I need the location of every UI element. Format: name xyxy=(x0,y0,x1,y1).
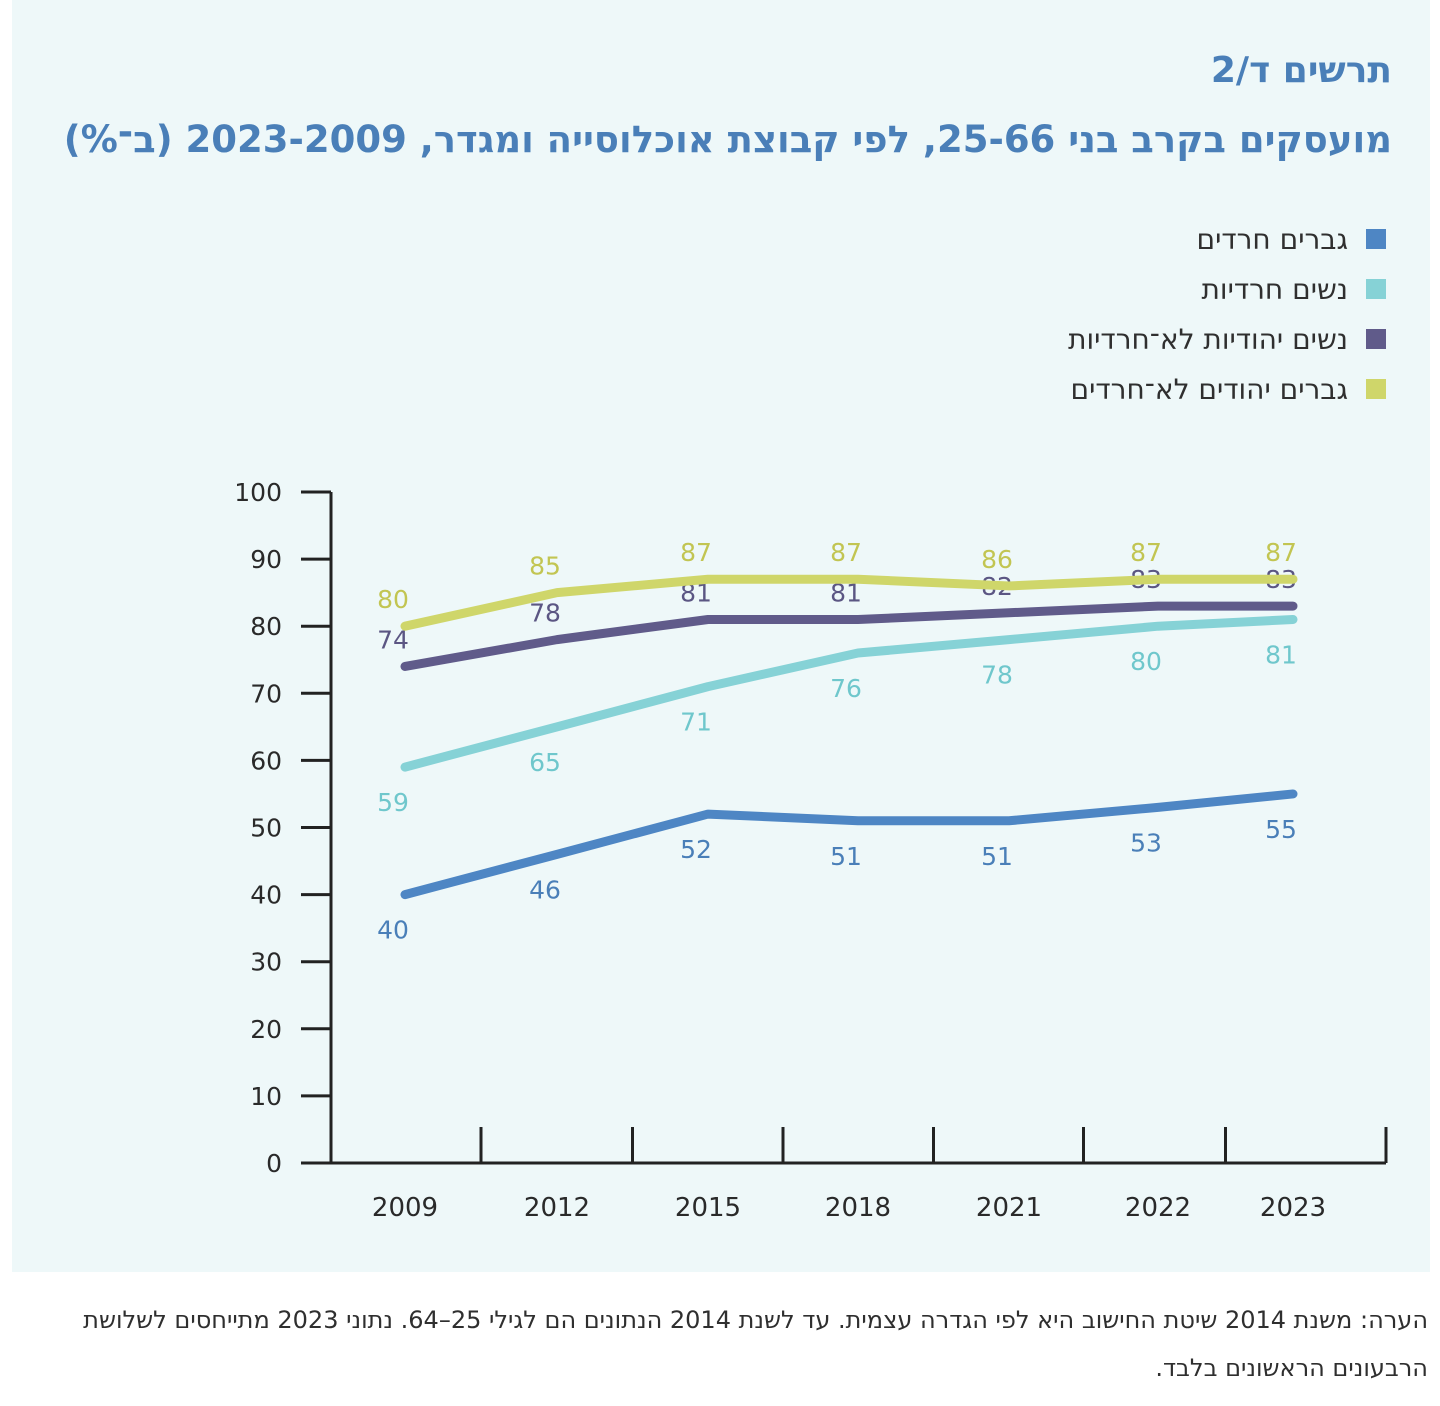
legend-swatch xyxy=(1366,279,1386,299)
data-label: 65 xyxy=(529,748,561,777)
data-label: 80 xyxy=(1130,647,1162,676)
data-label: 87 xyxy=(680,538,712,567)
x-tick-label: 2012 xyxy=(524,1193,590,1223)
series-line xyxy=(400,601,1298,671)
data-label: 80 xyxy=(377,585,409,614)
y-tick-label: 50 xyxy=(250,814,282,843)
y-tick-label: 20 xyxy=(250,1015,282,1044)
series-line xyxy=(400,574,1298,631)
footnote: הערה: משנת 2014 שיטת החישוב היא לפי הגדר… xyxy=(83,1306,1428,1382)
legend-swatch xyxy=(1366,379,1386,399)
x-tick-label: 2023 xyxy=(1260,1193,1326,1223)
y-tick-label: 0 xyxy=(266,1149,282,1178)
legend-item: גברים יהודים לא־חרדים xyxy=(1068,364,1386,414)
x-tick-label: 2015 xyxy=(675,1193,741,1223)
x-tick-label: 2021 xyxy=(976,1193,1042,1223)
y-tick-label: 100 xyxy=(234,478,282,507)
legend-label: נשים יהודיות לא־חרדיות xyxy=(1068,322,1348,356)
legend-item: נשים יהודיות לא־חרדיות xyxy=(1068,314,1386,364)
data-label: 55 xyxy=(1265,815,1297,844)
series-line xyxy=(400,614,1298,772)
x-tick-label: 2018 xyxy=(825,1193,891,1223)
y-tick-label: 80 xyxy=(250,612,282,641)
data-label: 71 xyxy=(680,708,712,737)
data-label: 76 xyxy=(830,674,862,703)
data-label: 87 xyxy=(830,538,862,567)
y-tick-label: 60 xyxy=(250,746,282,775)
data-label: 40 xyxy=(377,916,409,945)
legend-item: גברים חרדים xyxy=(1068,214,1386,264)
data-label: 51 xyxy=(830,842,862,871)
legend-swatch xyxy=(1366,329,1386,349)
legend-label: גברים יהודים לא־חרדים xyxy=(1070,372,1348,406)
data-label: 87 xyxy=(1130,538,1162,567)
series-line xyxy=(400,789,1298,900)
data-label: 86 xyxy=(981,545,1013,574)
y-tick-label: 10 xyxy=(250,1082,282,1111)
y-tick-label: 90 xyxy=(250,545,282,574)
x-tick-label: 2022 xyxy=(1125,1193,1191,1223)
data-label: 87 xyxy=(1265,538,1297,567)
data-label: 46 xyxy=(529,875,561,904)
chart-title: מועסקים בקרב בני 25-66, לפי קבוצת אוכלוס… xyxy=(63,118,1392,161)
data-label: 59 xyxy=(377,788,409,817)
chart-panel xyxy=(12,0,1430,1272)
data-label: 53 xyxy=(1130,828,1162,857)
y-tick-label: 30 xyxy=(250,948,282,977)
y-tick-label: 70 xyxy=(250,679,282,708)
data-label: 52 xyxy=(680,835,712,864)
legend-label: נשים חרדיות xyxy=(1201,272,1348,306)
y-tick-label: 40 xyxy=(250,881,282,910)
legend-label: גברים חרדים xyxy=(1196,222,1349,256)
data-label: 78 xyxy=(981,661,1013,690)
data-label: 78 xyxy=(529,599,561,628)
legend: גברים חרדים נשים חרדיות נשים יהודיות לא־… xyxy=(1068,214,1386,414)
data-label: 81 xyxy=(1265,640,1297,669)
legend-swatch xyxy=(1366,229,1386,249)
figure-label: תרשים ד/2 xyxy=(1210,50,1392,91)
data-label: 51 xyxy=(981,842,1013,871)
data-label: 85 xyxy=(529,552,561,581)
x-tick-label: 2009 xyxy=(372,1193,438,1223)
legend-item: נשים חרדיות xyxy=(1068,264,1386,314)
